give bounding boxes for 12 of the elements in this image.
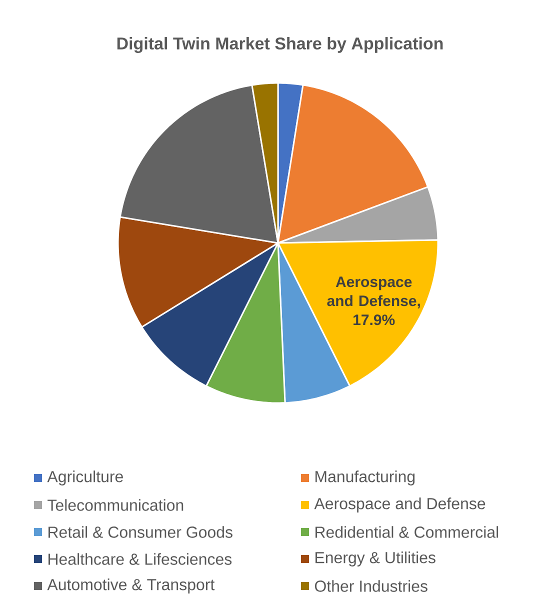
legend-label: Energy & Utilities <box>316 552 436 566</box>
chart-title: Digital Twin Market Share by Application <box>117 37 443 53</box>
legend-label: Agriculture <box>47 470 123 486</box>
legend-label: Redidential & Commercial <box>316 526 498 538</box>
legend-label: Aerospace and Defense <box>314 498 486 512</box>
legend-label: Healthcare & Lifesciences <box>48 553 232 565</box>
legend-label: Retail & Consumer Goods <box>48 526 232 538</box>
legend-label: Manufacturing <box>316 470 415 486</box>
legend-label: Automotive & Transport <box>47 578 215 594</box>
legend-label: Other Industries <box>314 580 428 592</box>
data-label: Aerospace and Defense, 17.9% <box>327 276 420 326</box>
legend-label: Telecommunication <box>48 499 184 511</box>
